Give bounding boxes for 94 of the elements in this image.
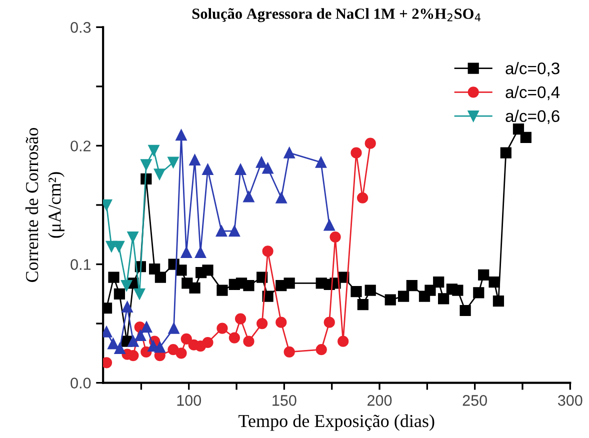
point [216,322,228,334]
point [189,154,200,166]
point [194,246,206,258]
y-axis-title: Corrente de Corrosão (μA/cm²) [25,128,64,282]
point [243,280,254,292]
chart-title: Solução Agressora de NaCl 1M + 2%H$_{2}$SO$_{4}$ [192,8,481,22]
point [114,342,126,354]
point [356,192,368,204]
point [108,272,120,283]
point [473,287,484,298]
point [433,276,444,288]
point [330,231,341,243]
point [284,346,295,358]
point [315,156,327,168]
point [284,278,295,289]
x-tick-label: 250 [462,395,487,406]
point [234,164,246,175]
point [128,336,139,347]
point [122,301,133,312]
point [189,282,200,294]
y-tick-label: 0.0 [70,378,91,388]
point [202,164,214,175]
point [140,159,152,170]
y-tick-label: 0.2 [70,140,91,152]
point [500,147,512,158]
point [148,144,160,156]
point [176,129,187,141]
point [316,344,327,356]
point [228,226,240,237]
point [350,147,362,158]
point [154,168,166,180]
point [520,132,532,143]
point [228,332,240,344]
point [216,284,228,296]
point [176,348,187,359]
point [262,246,274,257]
point [180,246,192,258]
x-axis-title: Tempo de Exposição (dias) [238,414,434,431]
point [276,192,287,204]
point [114,288,126,300]
point [120,280,132,292]
point [262,162,274,174]
point [180,333,192,345]
point [398,290,410,302]
point [113,240,124,252]
point [364,138,376,149]
point [127,231,138,243]
x-tick-label: 300 [558,395,582,406]
point [154,272,166,283]
point [276,316,287,328]
point [284,147,295,158]
point [492,295,504,307]
x-tick-label: 200 [368,395,392,406]
point [338,336,349,347]
point [140,346,152,358]
point [512,124,524,135]
point [424,284,436,296]
point [176,264,187,276]
point [243,191,254,202]
point [350,286,362,298]
point [202,264,214,276]
point [406,280,418,292]
point [438,293,450,304]
point [452,284,464,296]
point [154,342,166,353]
point [364,284,376,296]
point [357,299,368,310]
legend-label: a/c=0,4 [506,86,560,100]
point [140,322,152,333]
point [216,226,228,237]
point [128,350,139,362]
point [168,344,179,356]
point [134,330,146,341]
point [168,322,180,334]
point [202,336,214,348]
legend-label: a/c=0,3 [506,62,560,76]
point [256,318,268,330]
point [243,336,254,347]
x-tick-label: 150 [272,395,296,406]
point [384,294,396,306]
point [234,313,246,324]
legend-label: a/c=0,6 [506,110,560,124]
point [478,269,490,280]
y-tick-label: 0.1 [70,259,91,270]
y-tick-label: 0.3 [70,22,91,33]
x-tick-label: 100 [177,395,202,406]
point [256,156,268,168]
point [488,276,500,288]
point [108,338,119,350]
point [168,156,179,168]
point [324,220,335,231]
point [134,288,146,300]
point [460,304,471,316]
point [324,316,335,328]
